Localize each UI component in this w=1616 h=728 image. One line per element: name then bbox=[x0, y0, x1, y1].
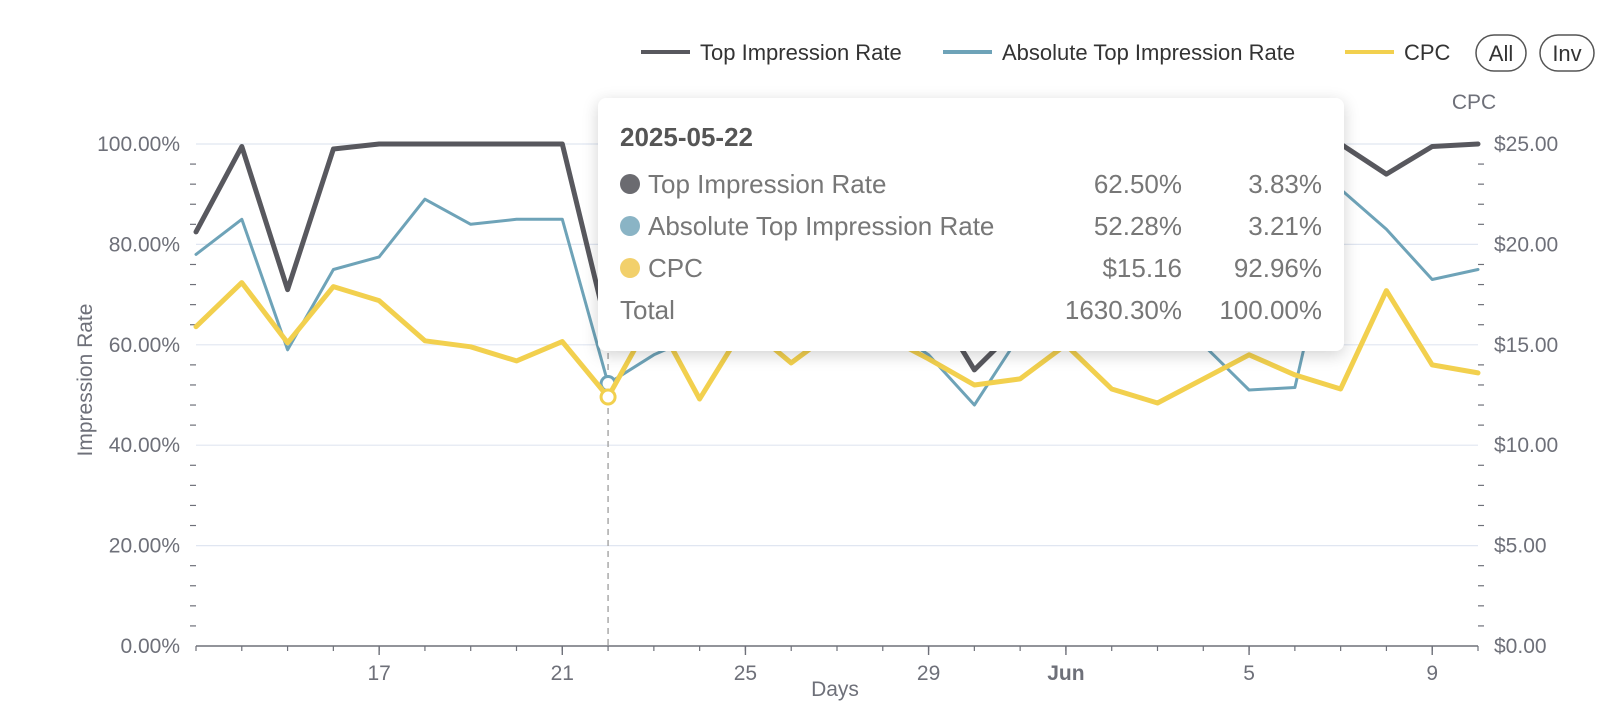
tooltip-series-share: 3.83% bbox=[1248, 168, 1322, 199]
x-tick-label: 17 bbox=[367, 662, 390, 685]
x-axis-name: Days bbox=[811, 678, 859, 701]
legend: Top Impression Rate Absolute Top Impress… bbox=[641, 34, 1595, 72]
tooltip-row-total: Total 1630.30% 100.00% bbox=[620, 289, 1322, 331]
y-right-tick-label: $10.00 bbox=[1494, 434, 1558, 457]
tooltip-series-name: Absolute Top Impression Rate bbox=[648, 210, 995, 241]
tooltip-series-value: $15.16 bbox=[1102, 252, 1182, 283]
tooltip: 2025-05-22 Top Impression Rate 62.50% 3.… bbox=[598, 98, 1344, 351]
legend-inv-button[interactable]: Inv bbox=[1539, 34, 1595, 72]
y-left-axis-name: Impression Rate bbox=[74, 304, 97, 457]
legend-label-absolute-top-impression-rate: Absolute Top Impression Rate bbox=[1002, 40, 1295, 65]
y-right-tick-label: $25.00 bbox=[1494, 133, 1558, 156]
y-left-tick-label: 100.00% bbox=[97, 133, 180, 156]
tooltip-series-name: CPC bbox=[648, 252, 703, 283]
x-tick-label: 9 bbox=[1426, 662, 1438, 685]
legend-item-cpc[interactable]: CPC bbox=[1345, 40, 1451, 65]
tooltip-series-value: 62.50% bbox=[1093, 168, 1182, 199]
tooltip-total-value: 1630.30% bbox=[1064, 294, 1182, 325]
y-right-tick-label: $15.00 bbox=[1494, 334, 1558, 357]
y-right-tick-label: $5.00 bbox=[1494, 535, 1547, 558]
left-axis: 0.00% 20.00% 40.00% 60.00% 80.00% 100.00% bbox=[97, 133, 196, 658]
x-tick-label: 25 bbox=[734, 662, 757, 685]
y-right-tick-label: $20.00 bbox=[1494, 233, 1558, 256]
tooltip-dot-top-impression-rate bbox=[620, 174, 640, 194]
y-left-tick-label: 0.00% bbox=[120, 635, 180, 658]
tooltip-total-share: 100.00% bbox=[1219, 294, 1322, 325]
legend-item-top-impression-rate[interactable]: Top Impression Rate bbox=[641, 40, 902, 65]
hover-point-cpc bbox=[599, 388, 617, 406]
tooltip-date: 2025-05-22 bbox=[620, 122, 753, 152]
tooltip-series-share: 92.96% bbox=[1233, 252, 1322, 283]
y-left-tick-label: 40.00% bbox=[109, 434, 180, 457]
tooltip-row-absolute-top-impression-rate: Absolute Top Impression Rate 52.28% 3.21… bbox=[620, 205, 1322, 247]
right-axis: $0.00 $5.00 $10.00 $15.00 $20.00 $25.00 bbox=[1478, 133, 1558, 658]
x-tick-label: 5 bbox=[1243, 662, 1255, 685]
legend-all-button[interactable]: All bbox=[1475, 34, 1527, 72]
x-tick-label: Jun bbox=[1047, 662, 1084, 685]
tooltip-total-label: Total bbox=[620, 294, 675, 325]
y-right-tick-label: $0.00 bbox=[1494, 635, 1547, 658]
legend-label-top-impression-rate: Top Impression Rate bbox=[700, 40, 902, 65]
tooltip-dot-absolute-top-impression-rate bbox=[620, 216, 640, 236]
tooltip-dot-cpc bbox=[620, 258, 640, 278]
x-axis: 17 21 25 29 Jun 5 9 bbox=[195, 645, 1479, 685]
tooltip-row-top-impression-rate: Top Impression Rate 62.50% 3.83% bbox=[620, 163, 1322, 205]
y-right-axis-name: CPC bbox=[1452, 91, 1496, 114]
tooltip-row-cpc: CPC $15.16 92.96% bbox=[620, 247, 1322, 289]
y-left-tick-label: 60.00% bbox=[109, 334, 180, 357]
tooltip-series-name: Top Impression Rate bbox=[648, 168, 887, 199]
y-left-tick-label: 20.00% bbox=[109, 535, 180, 558]
legend-inv-button-label: Inv bbox=[1552, 41, 1581, 66]
legend-item-absolute-top-impression-rate[interactable]: Absolute Top Impression Rate bbox=[943, 40, 1295, 65]
tooltip-series-value: 52.28% bbox=[1093, 210, 1182, 241]
tooltip-series-share: 3.21% bbox=[1248, 210, 1322, 241]
legend-all-button-label: All bbox=[1489, 41, 1513, 66]
x-tick-label: 29 bbox=[917, 662, 940, 685]
legend-label-cpc: CPC bbox=[1404, 40, 1451, 65]
x-tick-label: 21 bbox=[551, 662, 574, 685]
y-left-tick-label: 80.00% bbox=[109, 233, 180, 256]
